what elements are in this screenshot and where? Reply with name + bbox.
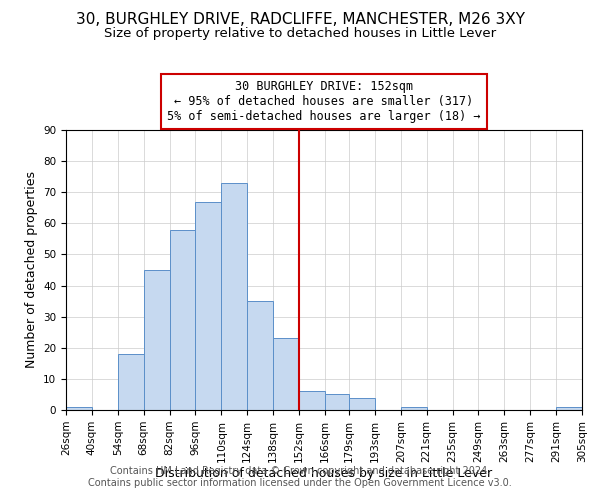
Bar (556, 407, 582, 410)
Y-axis label: Number of detached properties: Number of detached properties (25, 172, 38, 368)
Bar (170, 230, 196, 410)
Bar (118, 354, 143, 410)
Text: Contains HM Land Registry data © Crown copyright and database right 2024.
Contai: Contains HM Land Registry data © Crown c… (88, 466, 512, 487)
Bar (247, 301, 273, 410)
Text: 30, BURGHLEY DRIVE, RADCLIFFE, MANCHESTER, M26 3XY: 30, BURGHLEY DRIVE, RADCLIFFE, MANCHESTE… (76, 12, 524, 28)
Bar (325, 394, 349, 410)
Bar (273, 338, 299, 410)
Bar (143, 270, 170, 410)
Bar (66, 407, 92, 410)
Bar (299, 392, 325, 410)
Text: Size of property relative to detached houses in Little Lever: Size of property relative to detached ho… (104, 28, 496, 40)
Bar (349, 398, 375, 410)
Bar (221, 183, 247, 410)
Bar (401, 407, 427, 410)
Text: 30 BURGHLEY DRIVE: 152sqm
← 95% of detached houses are smaller (317)
5% of semi-: 30 BURGHLEY DRIVE: 152sqm ← 95% of detac… (167, 80, 481, 122)
X-axis label: Distribution of detached houses by size in Little Lever: Distribution of detached houses by size … (155, 468, 493, 480)
Bar (196, 202, 221, 410)
